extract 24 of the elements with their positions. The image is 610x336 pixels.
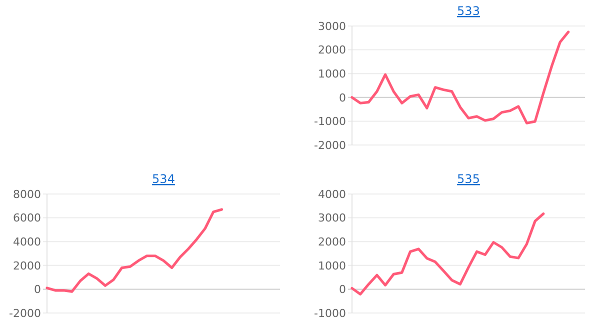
- y-tick-label: -1000: [314, 306, 346, 320]
- line-series: [350, 30, 570, 124]
- chart-title: 535: [457, 172, 480, 186]
- y-tick-label: 3000: [318, 212, 346, 225]
- line-series: [46, 208, 224, 293]
- y-tick-label: 4000: [13, 235, 41, 248]
- chart-title: 533: [457, 4, 480, 18]
- y-tick-label: 1000: [318, 259, 346, 272]
- y-tick-label: 8000: [13, 188, 41, 201]
- line-series: [350, 212, 545, 296]
- y-tick-label: 2000: [318, 235, 346, 248]
- y-tick-label: 4000: [318, 188, 346, 201]
- y-tick-label: 0: [34, 283, 41, 296]
- y-tick-label: -2000: [9, 306, 41, 320]
- y-tick-label: 0: [339, 283, 346, 296]
- y-tick-label: 2000: [318, 44, 346, 57]
- y-tick-label: 2000: [13, 259, 41, 272]
- y-tick-label: -2000: [314, 138, 346, 152]
- y-tick-label: 1000: [318, 67, 346, 80]
- y-tick-label: 3000: [318, 20, 346, 33]
- y-tick-label: 6000: [13, 212, 41, 225]
- chart-title: 534: [152, 172, 175, 186]
- y-tick-label: 0: [339, 91, 346, 104]
- y-tick-label: -1000: [314, 115, 346, 128]
